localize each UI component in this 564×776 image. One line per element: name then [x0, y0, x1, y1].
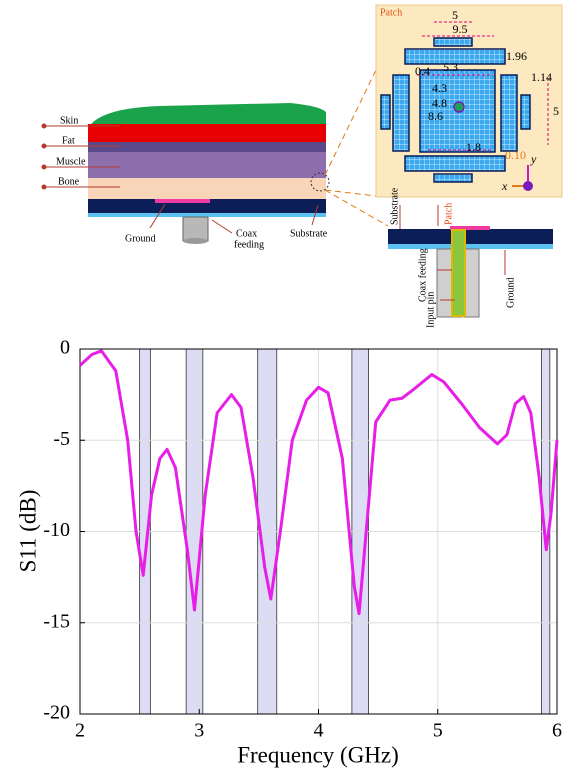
- dim-lines: [417, 21, 549, 151]
- axes-icon: [512, 165, 533, 191]
- cross-section: [388, 205, 553, 318]
- layer-label: Muscle: [56, 156, 86, 167]
- coax-label: feeding: [234, 239, 264, 250]
- x-tick-label: 5: [433, 720, 443, 742]
- layer-arrows: [41, 123, 319, 234]
- y-tick-label: -5: [53, 428, 70, 450]
- section-label: Coax feeding: [417, 248, 428, 302]
- dim-label: 1.14: [531, 70, 552, 84]
- dim-label: 0.10: [505, 148, 526, 162]
- coax-label: Coax: [236, 228, 257, 239]
- data-line: [78, 349, 559, 616]
- layer-label: Fat: [62, 135, 75, 146]
- y-tick-label: 0: [60, 337, 70, 359]
- chart: 0 -5 -10 -15 -202 3 4 5 6: [43, 337, 562, 742]
- dim-label: 5: [452, 8, 458, 22]
- y-tick-label: -10: [43, 519, 70, 541]
- y-tick-label: -20: [43, 702, 70, 724]
- dim-label: 9.5: [453, 22, 468, 36]
- section-label: Input pin: [425, 292, 436, 328]
- dim-label: 0.4: [415, 64, 430, 78]
- section-label: Substrate: [389, 187, 400, 225]
- patch-shape: [380, 37, 531, 183]
- x-tick-label: 6: [552, 720, 562, 742]
- axis-icon-label: x: [501, 179, 508, 193]
- dim-label: 5: [553, 104, 559, 118]
- y-tick-label: -15: [43, 610, 70, 632]
- dim-label: 1.96: [506, 49, 527, 63]
- layer-label: Skin: [60, 115, 78, 126]
- plot-frame: [79, 348, 558, 715]
- phantom: [88, 103, 330, 244]
- patch-title: Patch: [380, 7, 402, 18]
- layer-label: Bone: [58, 176, 80, 187]
- x-tick-label: 4: [314, 720, 324, 742]
- zoom-lines: [324, 69, 389, 227]
- x-tick-label: 2: [75, 720, 85, 742]
- section-label: Ground: [505, 277, 516, 308]
- axis-icon-label: y: [530, 152, 537, 166]
- section-label: Patch: [443, 203, 454, 225]
- x-axis-label: Frequency (GHz): [237, 742, 399, 767]
- dim-label: 4.8: [432, 96, 447, 110]
- dim-label: 5.3: [443, 60, 458, 74]
- substrate-label: Substrate: [290, 228, 328, 239]
- dim-label: 1.8: [466, 140, 481, 154]
- dim-label: 8.6: [428, 109, 443, 123]
- dim-label: 4.3: [432, 81, 447, 95]
- y-axis-label: S11 (dB): [15, 490, 40, 573]
- ground-label: Ground: [125, 233, 156, 244]
- x-tick-label: 3: [194, 720, 204, 742]
